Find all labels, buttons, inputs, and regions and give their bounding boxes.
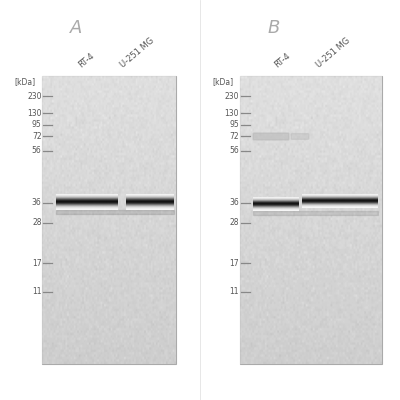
FancyBboxPatch shape: [291, 134, 309, 139]
Text: 72: 72: [230, 132, 239, 141]
Text: RT-4: RT-4: [272, 52, 292, 70]
Text: [kDa]: [kDa]: [212, 78, 233, 86]
Bar: [240, 76, 382, 364]
Text: 130: 130: [225, 109, 239, 118]
Text: U-251 MG: U-251 MG: [118, 36, 156, 70]
Text: 56: 56: [32, 146, 42, 155]
Text: [kDa]: [kDa]: [14, 78, 35, 86]
Text: 11: 11: [230, 288, 239, 296]
Text: 36: 36: [230, 198, 239, 207]
Text: 11: 11: [32, 288, 42, 296]
Text: 130: 130: [27, 109, 42, 118]
Bar: [253, 211, 378, 215]
Bar: [42, 76, 176, 364]
Text: 95: 95: [230, 120, 239, 130]
Text: 17: 17: [32, 259, 42, 268]
Text: 36: 36: [32, 198, 42, 207]
Text: B: B: [268, 19, 280, 37]
Text: 17: 17: [230, 259, 239, 268]
Text: 28: 28: [32, 218, 42, 227]
Text: RT-4: RT-4: [76, 52, 96, 70]
Text: 230: 230: [225, 92, 239, 101]
Text: 230: 230: [27, 92, 42, 101]
Text: A: A: [70, 19, 82, 37]
Bar: [56, 210, 174, 214]
Text: 95: 95: [32, 120, 42, 130]
Text: U-251 MG: U-251 MG: [314, 36, 352, 70]
Text: 72: 72: [32, 132, 42, 141]
Text: 28: 28: [230, 218, 239, 227]
Text: 56: 56: [230, 146, 239, 155]
FancyBboxPatch shape: [253, 133, 289, 140]
